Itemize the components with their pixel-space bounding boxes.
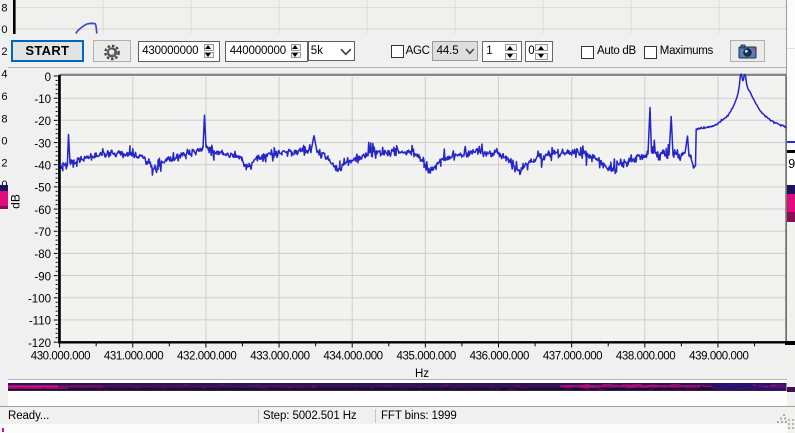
svg-text:Hz: Hz bbox=[415, 368, 429, 380]
svg-text:8: 8 bbox=[1, 3, 7, 15]
svg-text:8: 8 bbox=[1, 114, 7, 126]
svg-text:-70: -70 bbox=[34, 227, 51, 239]
svg-text:-80: -80 bbox=[34, 249, 51, 261]
svg-text:432.000.000: 432.000.000 bbox=[177, 351, 236, 363]
svg-text:-40: -40 bbox=[34, 161, 51, 173]
svg-text:-100: -100 bbox=[28, 294, 51, 306]
svg-text:-50: -50 bbox=[34, 183, 51, 195]
svg-text:-110: -110 bbox=[29, 316, 51, 328]
svg-text:0: 0 bbox=[1, 136, 7, 148]
svg-text:430.000.000: 430.000.000 bbox=[31, 351, 90, 363]
svg-text:439.000.000: 439.000.000 bbox=[689, 351, 748, 363]
svg-text:438.000.000: 438.000.000 bbox=[616, 351, 675, 363]
svg-text:-90: -90 bbox=[34, 271, 51, 283]
svg-text:437.000.000: 437.000.000 bbox=[543, 351, 602, 363]
svg-text:436.000.000: 436.000.000 bbox=[470, 351, 529, 363]
svg-text:2: 2 bbox=[1, 46, 7, 58]
svg-text:-60: -60 bbox=[34, 205, 51, 217]
svg-text:-10: -10 bbox=[34, 94, 51, 106]
svg-text:433.000.000: 433.000.000 bbox=[250, 351, 309, 363]
svg-text:0: 0 bbox=[1, 24, 7, 34]
svg-text:4: 4 bbox=[1, 69, 7, 81]
svg-text:-30: -30 bbox=[34, 138, 51, 150]
svg-text:-20: -20 bbox=[34, 116, 51, 128]
svg-text:435.000.000: 435.000.000 bbox=[397, 351, 456, 363]
svg-text:431.000.000: 431.000.000 bbox=[104, 351, 163, 363]
svg-text:6: 6 bbox=[1, 91, 7, 103]
svg-text:434.000.000: 434.000.000 bbox=[323, 351, 382, 363]
svg-text:.0: .0 bbox=[0, 179, 8, 191]
svg-text:2: 2 bbox=[1, 158, 7, 170]
svg-text:0: 0 bbox=[45, 72, 51, 84]
svg-text:-120: -120 bbox=[28, 338, 51, 350]
svg-text:dB: dB bbox=[9, 194, 23, 209]
